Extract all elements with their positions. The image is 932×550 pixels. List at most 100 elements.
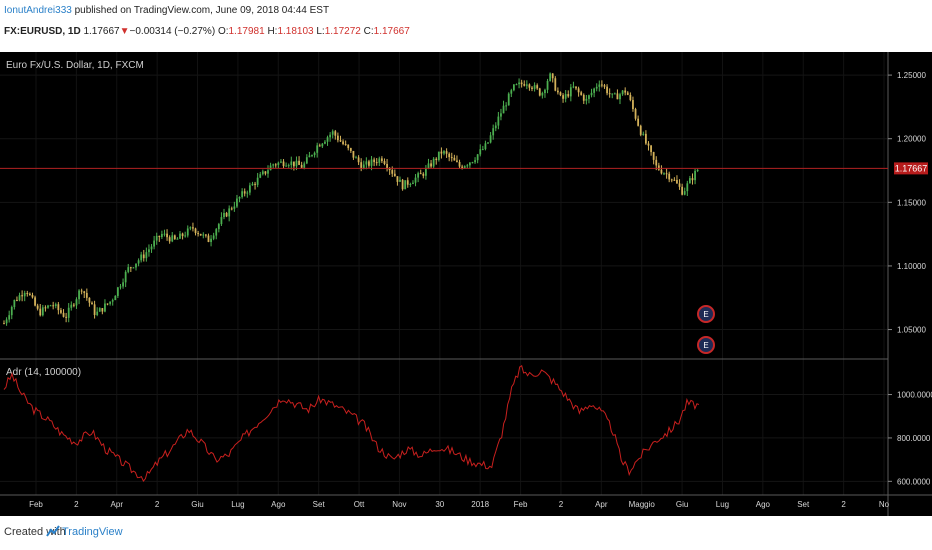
adr-line xyxy=(3,365,700,483)
candle-body xyxy=(60,310,62,313)
candle-body xyxy=(639,125,642,135)
candle-body xyxy=(225,212,228,217)
candle-body xyxy=(8,315,11,320)
candle-body xyxy=(62,312,65,317)
time-tick-label: 2018 xyxy=(471,500,489,509)
candle-body xyxy=(676,180,678,184)
candle-body xyxy=(580,92,583,95)
time-tick-label: Feb xyxy=(514,500,528,509)
earnings-marker-1[interactable]: E xyxy=(697,305,715,323)
candle-body xyxy=(207,235,210,242)
time-tick-label: Maggio xyxy=(629,500,656,509)
candle-body xyxy=(461,166,464,169)
candle-body xyxy=(132,267,135,269)
candle-body xyxy=(474,160,476,163)
candle-body xyxy=(502,105,505,114)
candle-body xyxy=(448,153,451,158)
indicator-axis[interactable]: 1000.0000 800.0000 600.0000 xyxy=(888,391,932,487)
publish-line: IonutAndrei333 published on TradingView.… xyxy=(4,5,329,16)
chart-svg[interactable]: Euro Fx/U.S. Dollar, 1D, FXCM Adr (14, 1… xyxy=(0,52,932,516)
candle-body xyxy=(85,292,88,298)
candle-body xyxy=(500,113,502,117)
candle-body xyxy=(468,162,471,166)
last-price: 1.17667 xyxy=(83,26,120,37)
candle-body xyxy=(505,105,508,107)
candle-body xyxy=(572,86,575,88)
candle-body xyxy=(5,319,8,324)
candle-body xyxy=(595,86,598,89)
candle-body xyxy=(611,93,614,95)
candle-body xyxy=(507,93,510,106)
candle-body xyxy=(295,160,298,167)
indicator-tick-label: 600.0000 xyxy=(897,477,931,486)
candle-body xyxy=(696,169,699,171)
price-axis[interactable]: 1.25000 1.20000 1.15000 1.10000 1.05000 xyxy=(888,71,926,335)
earnings-marker-2[interactable]: E xyxy=(697,336,715,354)
candle-body xyxy=(16,299,18,301)
candle-body xyxy=(647,143,650,146)
candle-body xyxy=(559,92,562,96)
time-tick-label: Lug xyxy=(231,500,244,509)
candle-body xyxy=(383,161,386,164)
candle-body xyxy=(228,208,231,217)
candle-body xyxy=(26,293,29,295)
candle-body xyxy=(388,168,391,171)
chart-area[interactable]: Euro Fx/U.S. Dollar, 1D, FXCM Adr (14, 1… xyxy=(0,52,932,516)
candle-body xyxy=(404,180,407,190)
candle-body xyxy=(673,179,676,181)
candle-body xyxy=(192,227,194,229)
candle-body xyxy=(629,94,632,101)
candle-body xyxy=(93,304,96,316)
candle-body xyxy=(686,183,689,192)
candle-body xyxy=(556,90,559,93)
earnings-marker-1-text: E xyxy=(703,310,708,319)
candle-body xyxy=(626,92,629,95)
candle-body xyxy=(518,82,520,85)
tradingview-link[interactable]: TradingView xyxy=(62,526,123,538)
candle-body xyxy=(23,293,26,297)
candle-body xyxy=(619,94,621,100)
time-tick-label: Set xyxy=(313,500,326,509)
candle-body xyxy=(75,299,78,306)
time-axis[interactable]: Feb 2 Apr 2 Giu Lug Ago Set Ott Nov 30 2018 Feb 2 Apr M… xyxy=(29,500,890,509)
candle-body xyxy=(238,196,241,199)
candle-body xyxy=(145,252,148,259)
candle-body xyxy=(220,217,223,225)
candle-body xyxy=(347,144,350,149)
candle-body xyxy=(197,232,200,234)
candle-body xyxy=(546,80,549,90)
candle-body xyxy=(41,307,44,316)
candle-body xyxy=(569,87,572,97)
candle-body xyxy=(466,165,469,167)
candle-body xyxy=(313,152,316,156)
candle-body xyxy=(352,150,355,158)
candle-body xyxy=(261,171,264,175)
candle-body xyxy=(644,133,647,144)
candle-body xyxy=(49,305,52,307)
candle-body xyxy=(544,89,546,94)
author-link[interactable]: IonutAndrei333 xyxy=(4,5,72,16)
candle-body xyxy=(668,173,671,180)
candle-body xyxy=(142,254,145,259)
footer: Created with TradingView xyxy=(0,516,932,550)
candle-body xyxy=(267,170,269,174)
candle-body xyxy=(585,98,588,101)
candle-body xyxy=(598,84,601,87)
price-tick-label: 1.20000 xyxy=(897,135,926,144)
candle-body xyxy=(453,157,456,161)
candle-body xyxy=(326,137,329,142)
candle-body xyxy=(292,161,295,167)
time-tick-label: Set xyxy=(797,500,810,509)
candle-body xyxy=(600,84,603,86)
candle-body xyxy=(538,88,541,96)
candle-body xyxy=(116,287,119,296)
candle-body xyxy=(189,227,192,229)
candle-body xyxy=(166,233,168,238)
last-price-tag: 1.17667 xyxy=(894,162,928,175)
candle-body xyxy=(437,151,440,160)
candle-body xyxy=(487,142,489,144)
candle-body xyxy=(492,128,495,136)
candle-body xyxy=(21,295,24,297)
candle-body xyxy=(277,162,280,166)
candle-body xyxy=(430,163,432,167)
